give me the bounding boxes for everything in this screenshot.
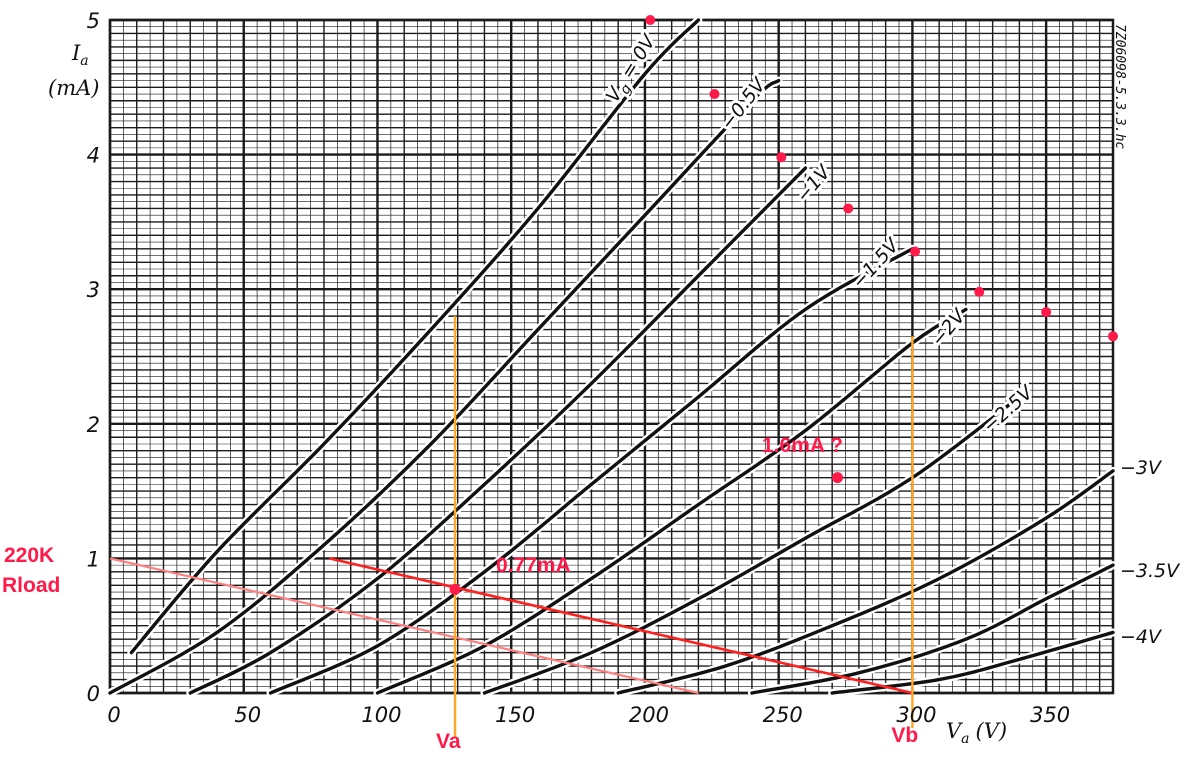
max-dissipation-dot — [645, 15, 656, 25]
chart-grid — [108, 18, 1115, 695]
rload-label-value: 220K — [4, 544, 54, 567]
curve-vg-4 — [375, 307, 968, 695]
operating-point-dot — [449, 583, 461, 595]
y-axis-title: Ia — [71, 41, 89, 69]
y-tick-label: 5 — [87, 9, 100, 33]
curve-vg-2 — [188, 166, 808, 695]
load-line — [329, 557, 913, 695]
y-axis-unit: (mA) — [48, 76, 99, 100]
operating-point-label: 0.77mA — [496, 554, 571, 577]
x-tick-label: 200 — [629, 703, 669, 727]
max-dissipation-dot — [776, 152, 787, 163]
curve-label-vg-3: −3V — [1120, 457, 1163, 479]
max-dissipation-dot — [1041, 307, 1052, 318]
max-dissipation-dot — [1108, 331, 1118, 342]
curve-label-vg-4: −4V — [1120, 626, 1163, 648]
x-tick-label: 250 — [763, 703, 803, 727]
y-tick-label: 4 — [87, 144, 100, 168]
max-dissipation-dot — [843, 203, 854, 214]
curve-vg-1 — [108, 78, 781, 695]
y-tick-label: 3 — [87, 278, 100, 302]
max-dissipation-dot — [974, 286, 985, 297]
x-tick-label: 300 — [896, 703, 936, 727]
x-tick-label: 350 — [1030, 703, 1070, 727]
x-tick-label: 50 — [234, 703, 261, 727]
x-axis-title: Va (V) — [946, 719, 1007, 747]
curve-vg-8 — [830, 630, 1115, 695]
curve-vg-7 — [750, 563, 1115, 695]
y-tick-label: 0 — [87, 682, 100, 706]
question-point-dot — [832, 472, 844, 484]
curve-label-vg-3.5: −3.5V — [1120, 560, 1181, 582]
va-label: Va — [436, 730, 461, 753]
max-dissipation-dot — [709, 89, 720, 100]
curve-vg-3 — [268, 247, 915, 695]
curve-vg-5 — [482, 395, 1022, 695]
y-tick-label: 2 — [87, 413, 100, 437]
max-dissipation-dot — [910, 246, 921, 257]
x-tick-label: 150 — [495, 703, 535, 727]
tick-group: 0 50 100 150 200 250 300 350 0 1 2 3 4 5 — [87, 9, 1071, 727]
curve-group — [106, 16, 1117, 697]
vb-label: Vb — [891, 724, 918, 747]
curve-vg-0 — [129, 18, 701, 655]
rload-line — [109, 557, 699, 695]
x-tick-label: 0 — [107, 703, 120, 727]
question-current-label: 1.6mA ? — [762, 434, 843, 457]
annotation-group: 220K Rload 0.77mA 1.6mA ? Va Vb — [2, 15, 1118, 753]
y-tick-label: 1 — [87, 547, 100, 571]
x-tick-label: 100 — [361, 703, 401, 727]
curve-vg-6 — [616, 469, 1115, 695]
reference-code: 7Z06098-5.3.3.hc — [1112, 24, 1127, 149]
rload-label-name: Rload — [2, 574, 60, 597]
